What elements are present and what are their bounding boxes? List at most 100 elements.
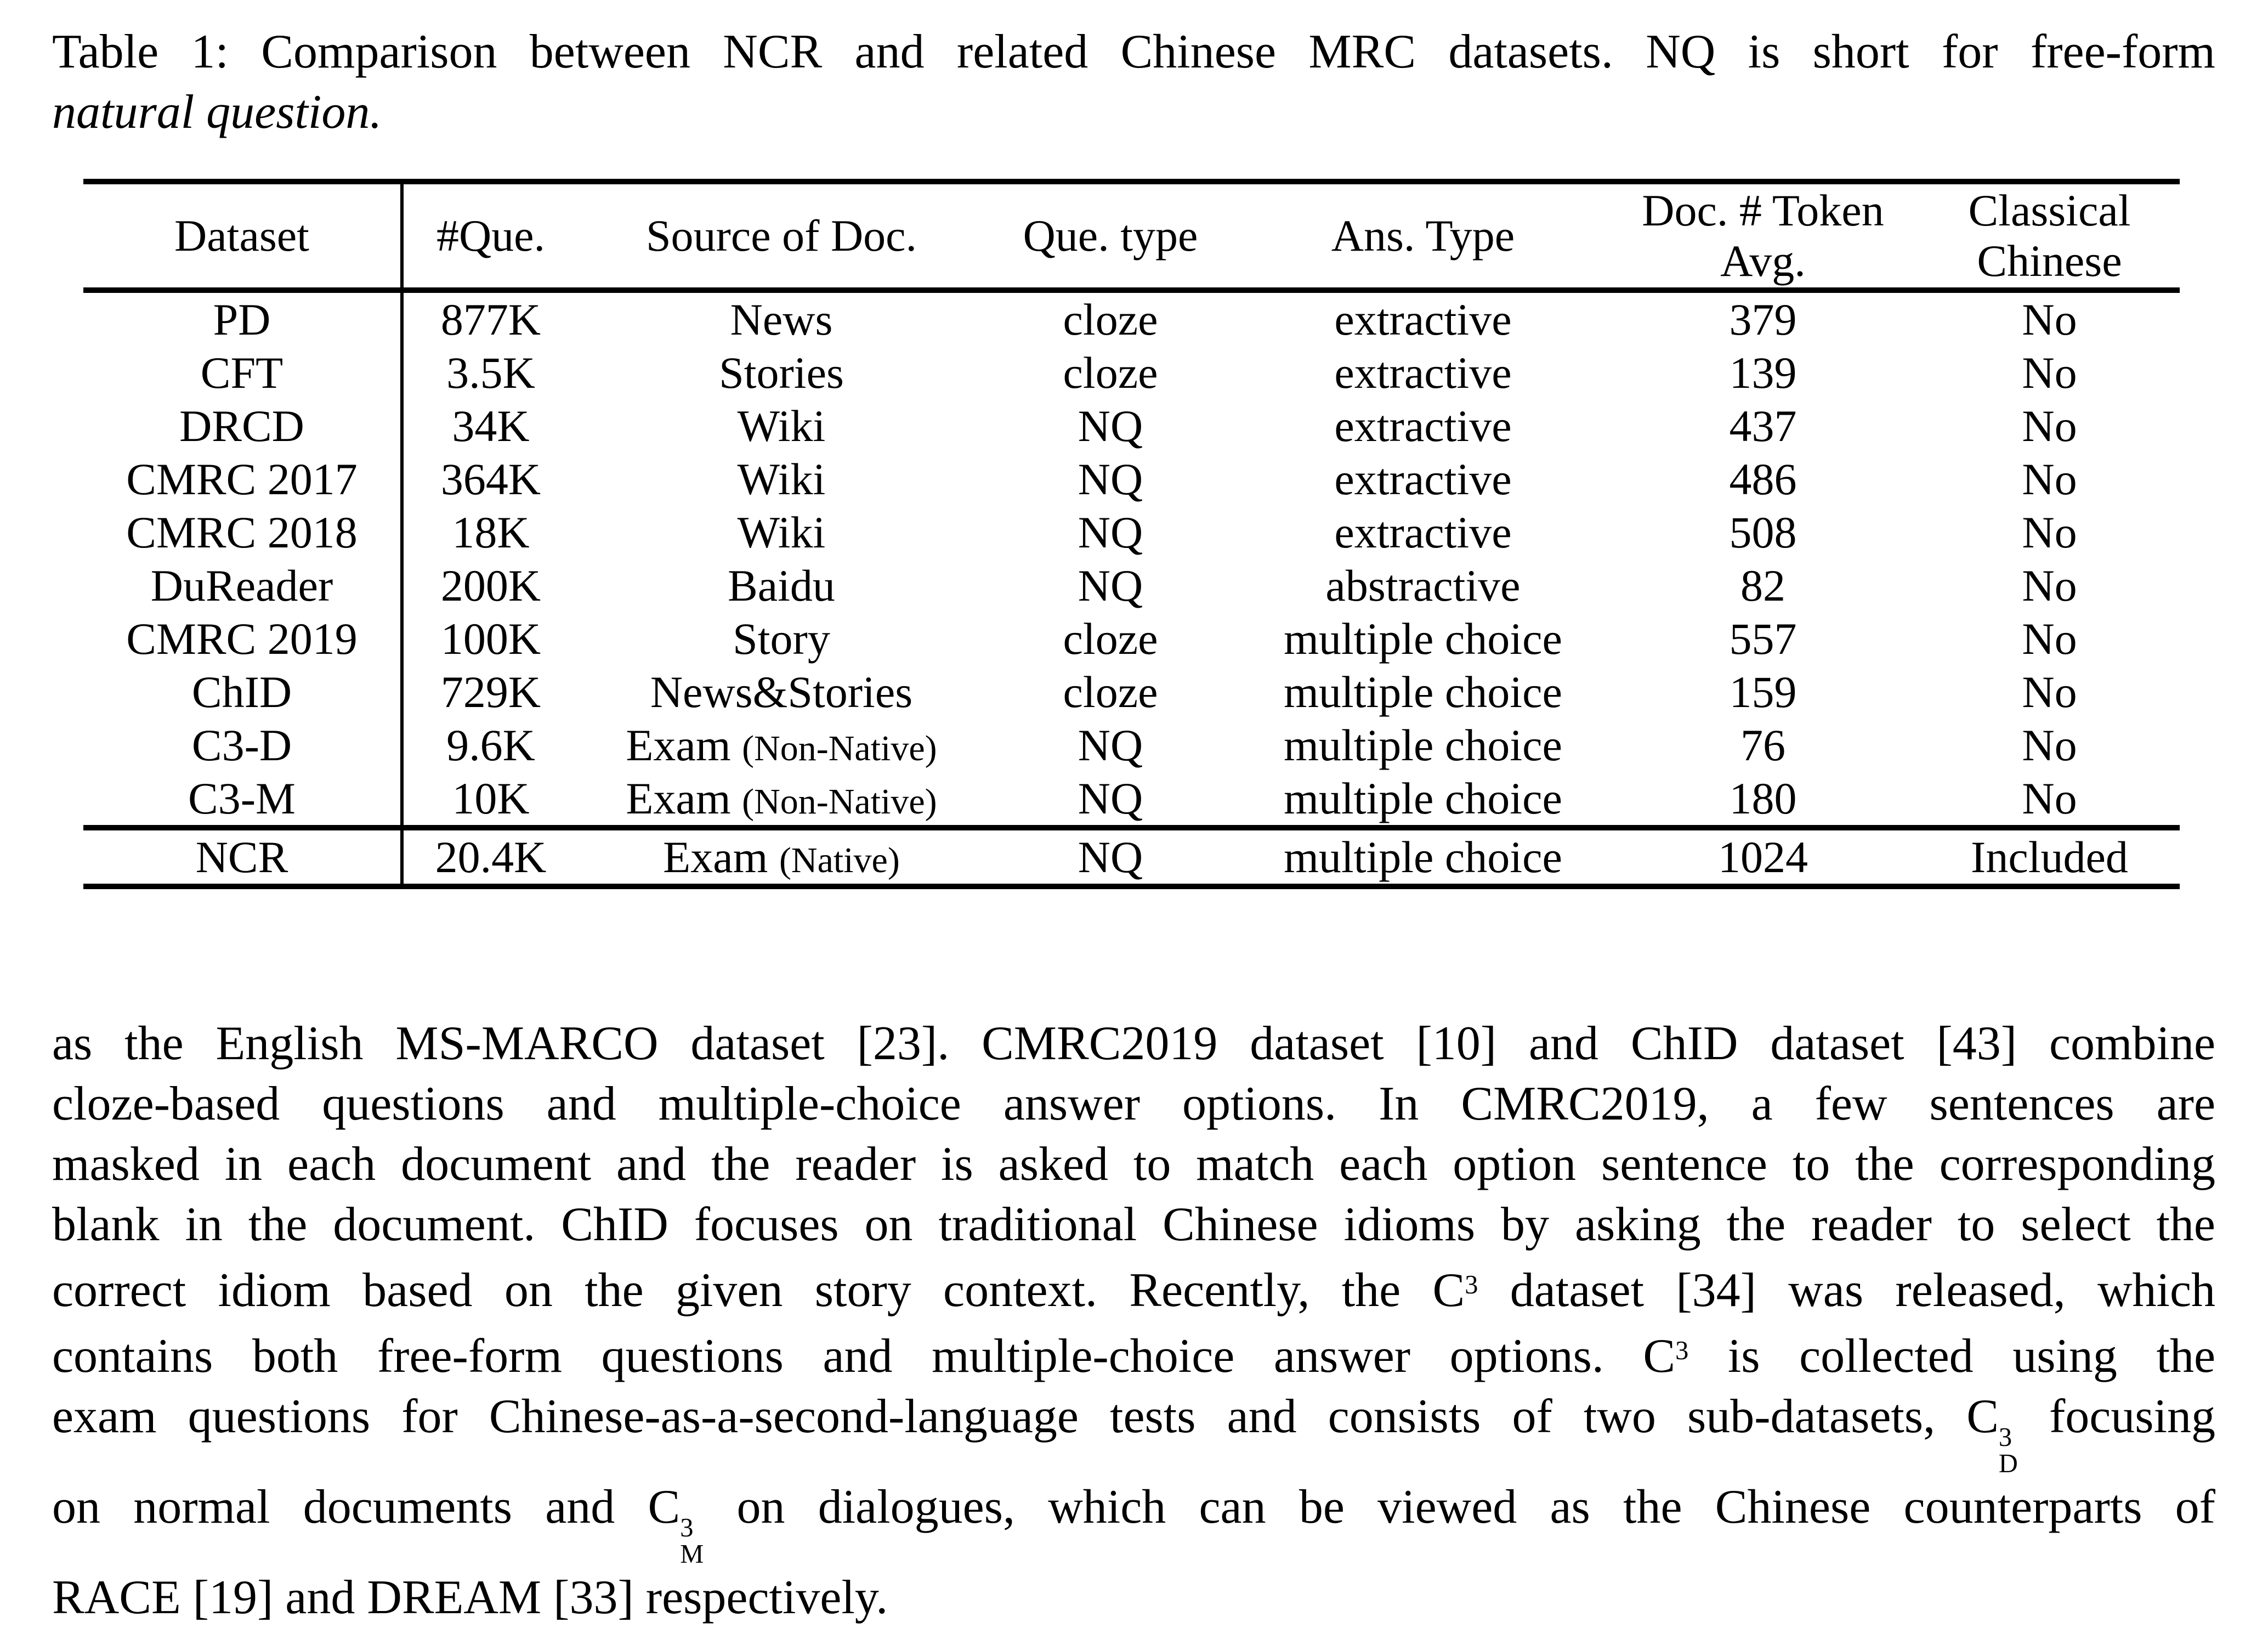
cell-classical: No bbox=[2022, 773, 2077, 823]
table-row-chid: ChID 729K News&Stories cloze multiple choice… bbox=[83, 665, 2180, 719]
cell-que-type: NQ bbox=[1078, 832, 1143, 882]
cell-source: Stories bbox=[719, 347, 844, 398]
cell-source: Wiki bbox=[737, 454, 826, 504]
cell-doc-tokens: 486 bbox=[1729, 454, 1797, 504]
cell-source: Wiki bbox=[737, 507, 826, 557]
header-label: Ans. Type bbox=[1331, 211, 1515, 261]
cell-classical: No bbox=[2022, 720, 2077, 770]
header-label: Source of Doc. bbox=[645, 211, 917, 261]
source-note: (Native) bbox=[779, 840, 900, 880]
cell-source: Exam (Native) bbox=[663, 832, 900, 882]
paragraph-line-7: exam questions for Chinese-as-a-second-l… bbox=[52, 1390, 2216, 1479]
cell-questions: 18K bbox=[452, 507, 530, 557]
table-caption: Table 1: Comparison between NCR and rela… bbox=[52, 22, 2215, 143]
cell-questions: 10K bbox=[452, 773, 530, 823]
cell-questions: 729K bbox=[440, 666, 541, 717]
cell-ans-type: extractive bbox=[1334, 400, 1512, 451]
cell-questions: 877K bbox=[440, 294, 541, 344]
paragraph-line-4: blank in the document. ChID focuses on t… bbox=[52, 1198, 2215, 1251]
table-row-c3-d: C3-D 9.6K Exam (Non-Native) NQ multiple choi… bbox=[83, 719, 2180, 772]
paragraph-line-5: correct idiom based on the given story c… bbox=[52, 1264, 2216, 1318]
table-header-row: Dataset #Que. Source of Doc. Que. type Ans. … bbox=[83, 184, 2180, 287]
cell-que-type: cloze bbox=[1063, 347, 1158, 398]
cell-doc-tokens: 76 bbox=[1740, 720, 1785, 770]
table-top-rule bbox=[83, 179, 2180, 184]
column-divider bbox=[400, 179, 404, 889]
table-header-rule bbox=[83, 287, 2180, 293]
cell-questions: 364K bbox=[440, 454, 541, 504]
cell-dataset: DuReader bbox=[150, 560, 333, 610]
header-cell-ans-type: Ans. Type bbox=[1239, 211, 1607, 261]
cell-classical: No bbox=[2022, 666, 2077, 717]
cell-que-type: NQ bbox=[1078, 454, 1143, 504]
cell-dataset: CFT bbox=[200, 347, 284, 398]
cell-ans-type: multiple choice bbox=[1284, 832, 1562, 882]
caption-italic-text: natural question. bbox=[52, 86, 382, 139]
cell-questions: 34K bbox=[452, 400, 530, 451]
cell-questions: 9.6K bbox=[446, 720, 535, 770]
cell-dataset: CMRC 2017 bbox=[126, 454, 358, 504]
c3-superscript: 3 bbox=[1675, 1336, 1689, 1366]
header-label: #Que. bbox=[436, 211, 546, 261]
cell-doc-tokens: 379 bbox=[1729, 294, 1797, 344]
datasets-table: Dataset #Que. Source of Doc. Que. type Ans. … bbox=[83, 179, 2180, 889]
cell-ans-type: extractive bbox=[1334, 347, 1512, 398]
cell-source: Exam (Non-Native) bbox=[626, 720, 937, 770]
paper-page: Table 1: Comparison between NCR and rela… bbox=[52, 22, 2216, 1625]
header-label: Dataset bbox=[174, 211, 309, 261]
paragraph-line-1: as the English MS-MARCO dataset [23]. CM… bbox=[52, 1017, 2215, 1070]
cell-que-type: NQ bbox=[1078, 507, 1143, 557]
cell-questions: 100K bbox=[440, 613, 541, 664]
cell-classical: No bbox=[2022, 400, 2077, 451]
cell-doc-tokens: 159 bbox=[1729, 666, 1797, 717]
header-cell-classical: Classical Chinese bbox=[1919, 185, 2180, 286]
cell-ans-type: extractive bbox=[1334, 454, 1512, 504]
cell-que-type: NQ bbox=[1078, 560, 1143, 610]
cell-classical: Included bbox=[1971, 832, 2128, 882]
cell-questions: 3.5K bbox=[446, 347, 535, 398]
paragraph-line-9: RACE [19] and DREAM [33] respectively. bbox=[52, 1571, 888, 1625]
cell-dataset: NCR bbox=[195, 832, 288, 882]
cell-ans-type: extractive bbox=[1334, 294, 1512, 344]
header-label: Avg. bbox=[1720, 236, 1806, 286]
cell-source: Baidu bbox=[728, 560, 835, 610]
header-cell-que-type: Que. type bbox=[982, 211, 1239, 261]
cell-ans-type: abstractive bbox=[1325, 560, 1521, 610]
cell-source: News&Stories bbox=[650, 666, 913, 717]
cell-source: Story bbox=[733, 613, 830, 664]
table-row-pd: PD 877K News cloze extractive 379 No bbox=[83, 293, 2180, 346]
header-cell-questions: #Que. bbox=[400, 211, 581, 261]
header-cell-dataset: Dataset bbox=[83, 211, 400, 261]
body-paragraph: as the English MS-MARCO dataset [23]. CM… bbox=[52, 1014, 2215, 1628]
paragraph-line-6: contains both free-form questions and mu… bbox=[52, 1330, 2215, 1383]
c3-subscript: D bbox=[1998, 1449, 2018, 1479]
cell-classical: No bbox=[2022, 507, 2077, 557]
cell-source: Wiki bbox=[737, 400, 826, 451]
cell-ans-type: multiple choice bbox=[1284, 773, 1562, 823]
cell-que-type: cloze bbox=[1063, 613, 1158, 664]
cell-ans-type: multiple choice bbox=[1284, 720, 1562, 770]
paragraph-line-3: masked in each document and the reader i… bbox=[52, 1138, 2215, 1191]
c3-superscript: 3 bbox=[1465, 1270, 1478, 1299]
cell-classical: No bbox=[2022, 613, 2077, 664]
table-row-cmrc-2017: CMRC 2017 364K Wiki NQ extractive 486 No bbox=[83, 453, 2180, 506]
cell-questions: 200K bbox=[440, 560, 541, 610]
caption-line-2: natural question. bbox=[52, 82, 2215, 143]
table-row-cmrc-2019: CMRC 2019 100K Story cloze multiple choice 55… bbox=[83, 612, 2180, 665]
caption-line-1: Table 1: Comparison between NCR and rela… bbox=[52, 25, 2215, 78]
header-label: Classical bbox=[1968, 185, 2131, 235]
cell-que-type: NQ bbox=[1078, 773, 1143, 823]
cell-doc-tokens: 557 bbox=[1729, 613, 1797, 664]
cell-source: News bbox=[730, 294, 833, 344]
cell-dataset: CMRC 2019 bbox=[126, 613, 358, 664]
cell-dataset: C3-M bbox=[188, 773, 296, 823]
cell-que-type: NQ bbox=[1078, 400, 1143, 451]
cell-doc-tokens: 508 bbox=[1729, 507, 1797, 557]
header-label: Doc. # Token bbox=[1642, 185, 1884, 235]
cell-classical: No bbox=[2022, 560, 2077, 610]
table-row-cmrc-2018: CMRC 2018 18K Wiki NQ extractive 508 No bbox=[83, 506, 2180, 559]
cell-ans-type: multiple choice bbox=[1284, 666, 1562, 717]
cell-dataset: C3-D bbox=[191, 720, 292, 770]
